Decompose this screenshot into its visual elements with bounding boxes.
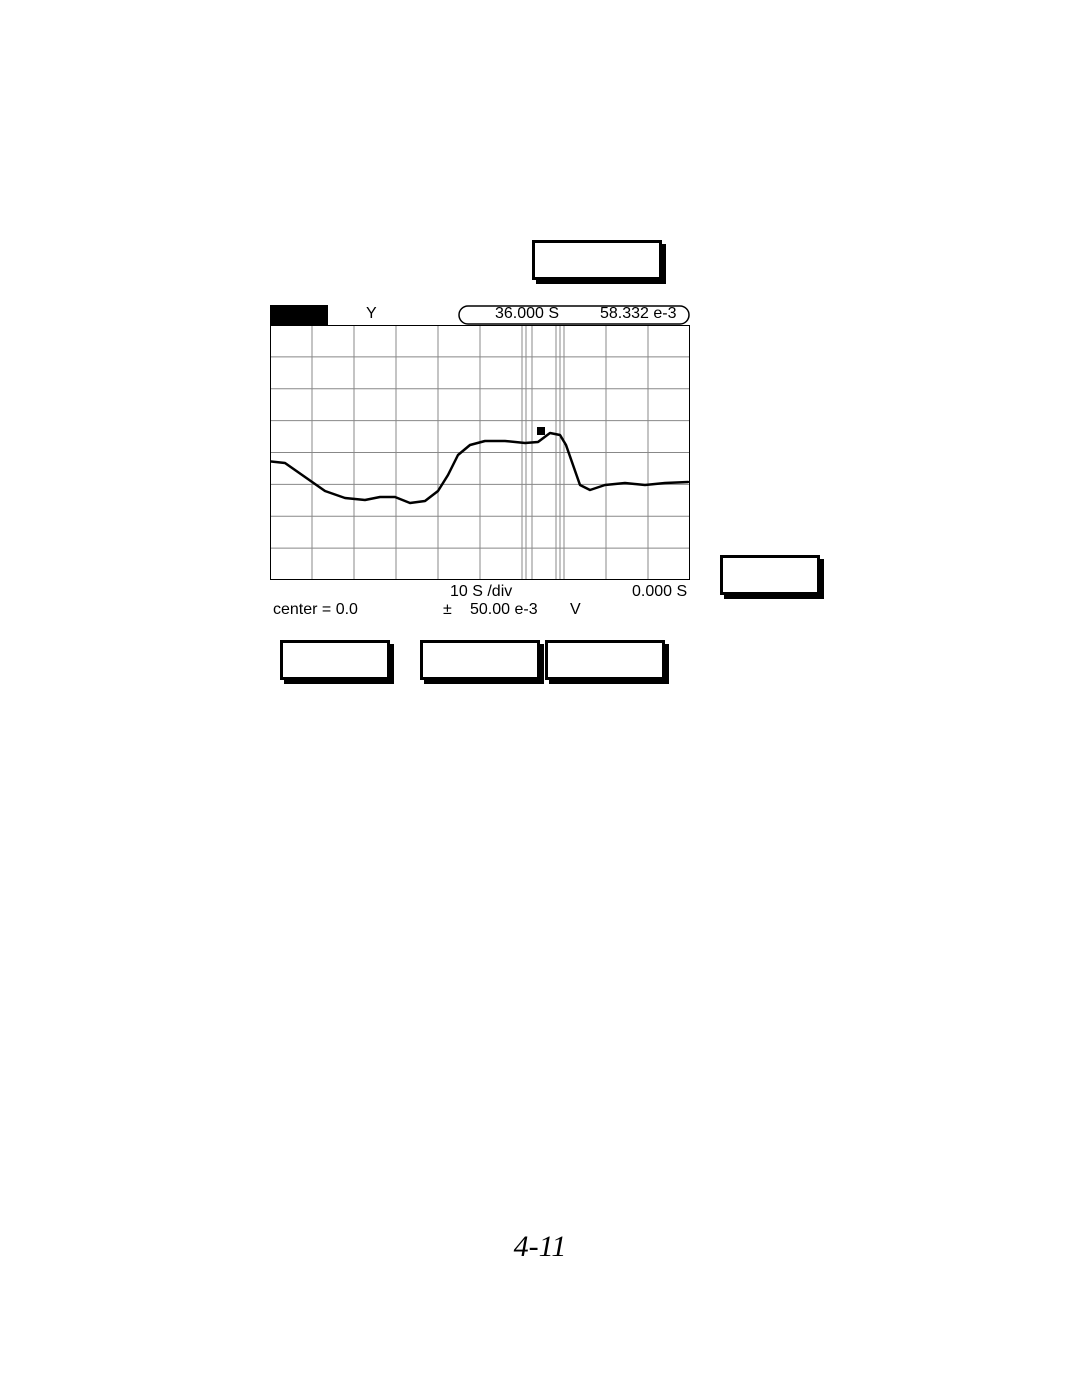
center-label: center = 0.0: [273, 601, 358, 619]
bottom-box-2: [420, 640, 540, 680]
page-number: 4-11: [0, 1230, 1080, 1264]
plot-svg: [270, 325, 690, 580]
range-unit: V: [570, 601, 581, 619]
header-black-block: [270, 305, 328, 325]
x-div-label: 10 S /div: [450, 583, 512, 601]
pill-text-left: 36.000 S: [495, 305, 559, 323]
y-axis-label: Y: [366, 305, 377, 323]
bottom-box-3: [545, 640, 665, 680]
top-empty-box: [532, 240, 662, 280]
waveform-plot: [270, 325, 690, 580]
pill-text-right: 58.332 e-3: [600, 305, 677, 323]
right-empty-box: [720, 555, 820, 595]
plot-header: Y 36.000 S 58.332 e-3: [270, 305, 690, 325]
bottom-box-1: [280, 640, 390, 680]
range-val: 50.00 e-3: [470, 601, 538, 619]
x-end-label: 0.000 S: [632, 583, 687, 601]
range-pm: ±: [443, 601, 452, 619]
